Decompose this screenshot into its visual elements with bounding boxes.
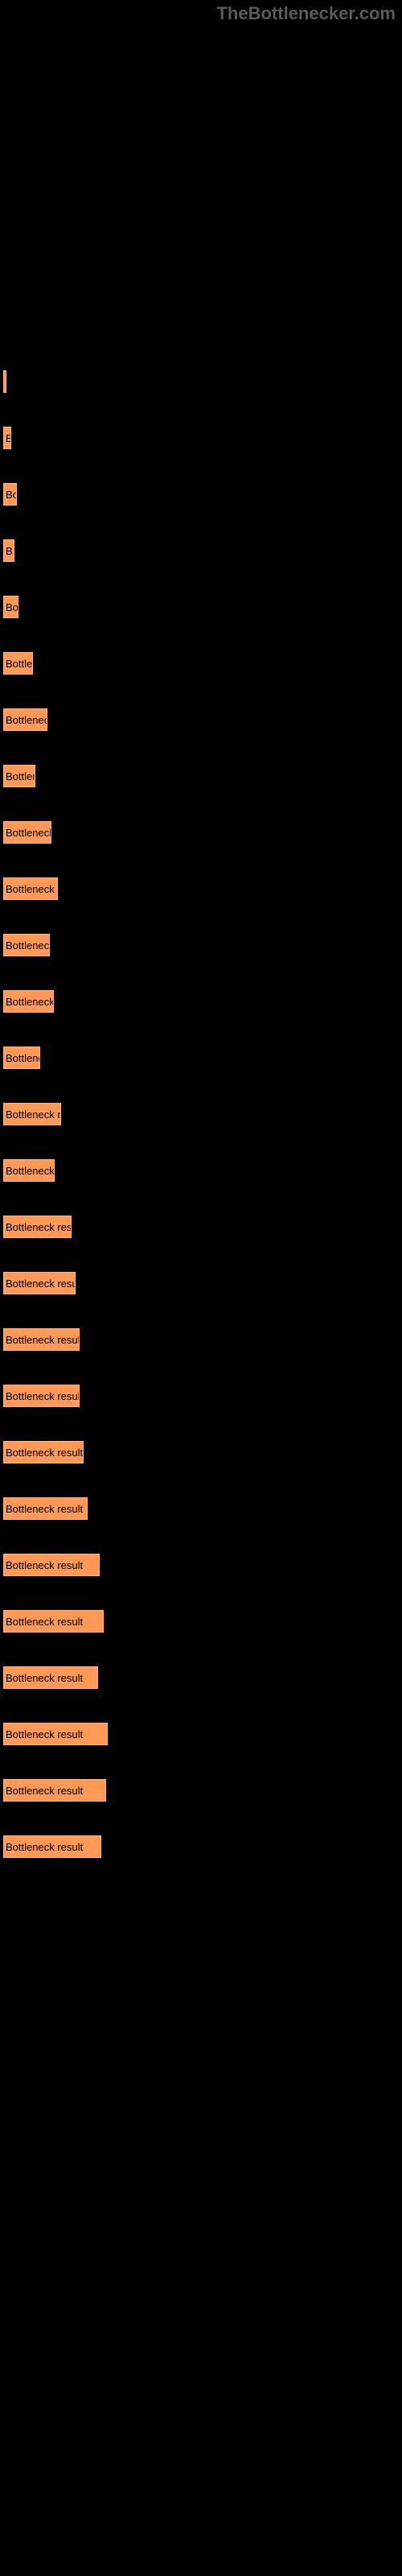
chart-row: Bottleneck result: [3, 1216, 402, 1238]
chart-bar: Bottleneck result: [3, 1554, 100, 1576]
bar-label: Bottlene: [6, 770, 35, 782]
bar-label: Bottleneck re: [6, 939, 50, 952]
bar-label: Bo: [6, 601, 18, 613]
chart-bar: Bottleneck: [3, 1046, 40, 1069]
bar-label: Bottleneck result: [6, 1503, 83, 1515]
chart-bar: B: [3, 427, 11, 449]
bar-label: Bo: [6, 489, 17, 501]
bar-label: B: [6, 432, 11, 444]
chart-bar: B: [3, 539, 14, 562]
chart-bar: Bottleneck result: [3, 1610, 104, 1633]
chart-row: Bottleneck res: [3, 990, 402, 1013]
chart-bar: Bottleneck result: [3, 1272, 76, 1294]
chart-bar: Bo: [3, 596, 18, 618]
chart-row: Bottleneck result: [3, 1272, 402, 1294]
chart-row: Bottleneck re: [3, 821, 402, 844]
chart-row: Bottleneck result: [3, 1497, 402, 1520]
chart-row: [3, 370, 402, 393]
chart-bar: Bottleneck result: [3, 1723, 108, 1745]
bar-chart: B Bo B Bo Bottlen Bottleneck r Bottlene Bottlen…: [0, 0, 402, 1858]
chart-bar: Bottleneck result: [3, 1216, 72, 1238]
bar-label: Bottlen: [6, 658, 33, 670]
chart-bar: [3, 370, 6, 393]
chart-row: B: [3, 539, 402, 562]
chart-bar: Bottleneck re: [3, 821, 51, 844]
bar-label: Bottleneck re: [6, 827, 51, 839]
chart-bar: Bottleneck res: [3, 990, 54, 1013]
chart-bar: Bottleneck result: [3, 1441, 84, 1463]
bar-label: Bottleneck result: [6, 1728, 83, 1740]
chart-row: Bottleneck resul: [3, 877, 402, 900]
chart-bar: Bottlene: [3, 765, 35, 787]
chart-row: Bo: [3, 596, 402, 618]
chart-row: Bottleneck result: [3, 1835, 402, 1858]
bar-label: Bottleneck: [6, 1052, 40, 1064]
bar-label: Bottleneck result: [6, 1616, 83, 1628]
chart-row: Bottleneck result: [3, 1723, 402, 1745]
bar-label: Bottleneck result: [6, 1108, 61, 1121]
chart-row: Bottleneck result: [3, 1103, 402, 1125]
chart-row: Bottlen: [3, 652, 402, 675]
chart-row: Bottleneck result: [3, 1441, 402, 1463]
chart-row: Bottleneck result: [3, 1666, 402, 1689]
chart-row: Bottlene: [3, 765, 402, 787]
bar-label: Bottleneck result: [6, 1278, 76, 1290]
bar-label: Bottleneck result: [6, 1559, 83, 1571]
chart-row: Bottleneck result: [3, 1610, 402, 1633]
bar-label: Bottleneck result: [6, 1672, 83, 1684]
chart-bar: Bottleneck result: [3, 1497, 88, 1520]
bar-label: Bottleneck res: [6, 996, 54, 1008]
watermark-text: TheBottlenecker.com: [216, 3, 396, 24]
chart-row: Bottleneck result: [3, 1385, 402, 1407]
bar-label: Bottleneck r: [6, 714, 47, 726]
chart-bar: Bottleneck result: [3, 1328, 80, 1351]
bar-label: Bottleneck result: [6, 1447, 83, 1459]
chart-bar: Bottleneck re: [3, 934, 50, 956]
chart-row: Bottleneck result: [3, 1328, 402, 1351]
bar-label: Bottleneck result: [6, 1390, 80, 1402]
chart-bar: Bottleneck result: [3, 1779, 106, 1802]
chart-bar: Bottleneck result: [3, 1103, 61, 1125]
chart-row: Bottleneck result: [3, 1779, 402, 1802]
bar-label: Bottleneck result: [6, 1221, 72, 1233]
chart-bar: Bottlen: [3, 652, 33, 675]
bar-label: B: [6, 545, 13, 557]
chart-bar: Bottleneck resul: [3, 877, 58, 900]
bar-label: Bottleneck result: [6, 1841, 83, 1853]
chart-row: Bo: [3, 483, 402, 506]
chart-row: Bottleneck result: [3, 1554, 402, 1576]
chart-bar: Bottleneck result: [3, 1835, 101, 1858]
chart-bar: Bottleneck res: [3, 1159, 55, 1182]
bar-label: Bottleneck res: [6, 1165, 55, 1177]
chart-bar: Bottleneck result: [3, 1385, 80, 1407]
chart-row: Bottleneck: [3, 1046, 402, 1069]
chart-row: B: [3, 427, 402, 449]
chart-row: Bottleneck re: [3, 934, 402, 956]
chart-bar: Bottleneck r: [3, 708, 47, 731]
bar-label: Bottleneck result: [6, 1334, 80, 1346]
chart-row: Bottleneck res: [3, 1159, 402, 1182]
bar-label: Bottleneck resul: [6, 883, 58, 895]
bar-label: Bottleneck result: [6, 1785, 83, 1797]
chart-bar: Bo: [3, 483, 17, 506]
chart-row: Bottleneck r: [3, 708, 402, 731]
chart-bar: Bottleneck result: [3, 1666, 98, 1689]
